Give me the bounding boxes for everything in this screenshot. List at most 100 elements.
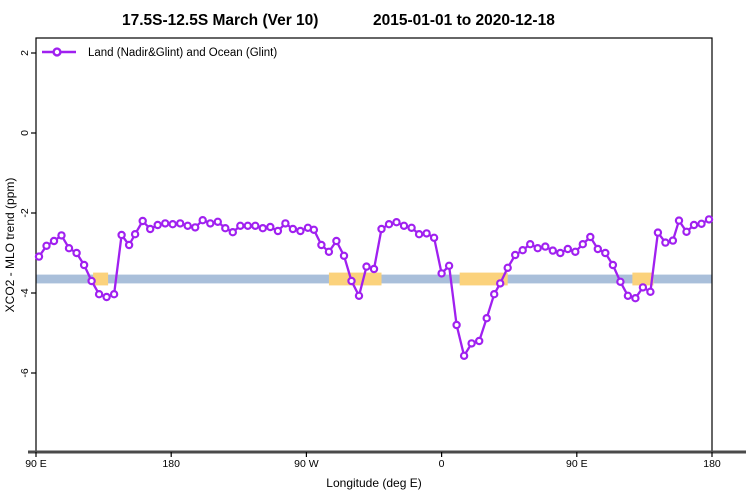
data-point xyxy=(601,248,610,258)
data-point xyxy=(288,224,298,234)
data-point xyxy=(653,228,663,237)
data-point xyxy=(518,245,527,255)
data-point xyxy=(266,222,275,232)
data-point xyxy=(243,221,252,230)
data-point xyxy=(526,239,535,249)
data-point xyxy=(496,279,505,288)
series-line xyxy=(37,218,711,357)
y-tick-label: -6 xyxy=(19,368,31,377)
data-point xyxy=(392,217,401,227)
data-point xyxy=(117,230,126,240)
data-point xyxy=(377,224,386,234)
data-point xyxy=(586,232,595,242)
x-tick-label: 180 xyxy=(703,458,721,470)
data-point xyxy=(130,229,140,239)
x-tick-label: 90 E xyxy=(566,458,588,470)
data-series-land-ocean xyxy=(34,215,714,360)
data-point xyxy=(444,261,454,270)
data-point xyxy=(593,244,603,254)
data-point xyxy=(354,291,364,300)
axis-ticks: 90 E 180 90 W 0 90 E 180 2 0 -2 -4 -6 xyxy=(19,50,721,470)
x-axis-title: Longitude (deg E) xyxy=(326,476,421,490)
data-point xyxy=(631,294,640,303)
data-point xyxy=(511,250,520,260)
data-point xyxy=(697,219,706,228)
data-point xyxy=(616,277,625,286)
land-reference-band-segment xyxy=(459,272,508,286)
data-point xyxy=(281,219,290,228)
data-point xyxy=(258,223,267,233)
data-point xyxy=(221,223,230,233)
data-point xyxy=(72,248,81,258)
data-point xyxy=(407,223,416,232)
data-point xyxy=(571,247,580,256)
y-tick-label: 2 xyxy=(19,50,31,56)
data-point xyxy=(49,236,59,246)
data-point xyxy=(198,215,207,225)
y-tick-label: 0 xyxy=(19,130,31,136)
data-point xyxy=(168,219,177,229)
data-point xyxy=(228,227,237,237)
data-point xyxy=(317,240,326,250)
x-tick-label: 90 E xyxy=(25,458,47,470)
data-point xyxy=(64,243,74,253)
data-point xyxy=(704,215,714,224)
data-point xyxy=(236,221,245,230)
data-point xyxy=(668,236,678,245)
y-axis-title: XCO2 - MLO trend (ppm) xyxy=(3,178,17,313)
data-point xyxy=(347,276,356,286)
data-point xyxy=(437,269,446,278)
data-point xyxy=(459,351,469,360)
data-point xyxy=(251,221,260,230)
data-point xyxy=(452,320,461,330)
data-point xyxy=(608,260,618,270)
data-point xyxy=(414,229,424,239)
legend: Land (Nadir&Glint) and Ocean (Glint) xyxy=(42,47,277,59)
y-tick-label: -2 xyxy=(19,208,31,217)
data-point xyxy=(153,220,162,230)
data-point xyxy=(563,244,573,254)
data-point xyxy=(682,227,691,236)
data-point xyxy=(429,233,439,242)
land-reference-band-segment xyxy=(93,272,109,286)
data-point xyxy=(490,290,499,299)
data-point xyxy=(57,231,66,240)
legend-marker-icon xyxy=(52,47,62,57)
data-point xyxy=(384,219,394,229)
data-point xyxy=(646,287,655,296)
data-point xyxy=(482,314,491,323)
data-point xyxy=(674,216,684,225)
legend-label: Land (Nadir&Glint) and Ocean (Glint) xyxy=(88,47,277,59)
data-point xyxy=(422,229,431,238)
data-point xyxy=(42,241,51,250)
land-reference-band-segment xyxy=(632,272,654,286)
data-point xyxy=(138,216,147,226)
data-point xyxy=(689,220,699,230)
data-point xyxy=(556,248,565,258)
data-point xyxy=(548,246,558,255)
data-point xyxy=(399,221,409,230)
data-point xyxy=(578,239,588,249)
data-point xyxy=(309,225,319,234)
data-point xyxy=(213,217,222,226)
data-point xyxy=(79,260,89,270)
data-point xyxy=(296,226,305,236)
data-point xyxy=(145,224,155,234)
data-point xyxy=(109,290,119,299)
data-point xyxy=(638,283,648,292)
data-point xyxy=(467,339,476,348)
y-tick-label: -4 xyxy=(19,288,31,297)
data-point xyxy=(362,262,371,271)
data-point xyxy=(661,238,670,247)
chart-title-left: 17.5S-12.5S March (Ver 10) xyxy=(122,12,318,29)
data-point xyxy=(102,292,111,302)
reference-bands xyxy=(36,272,712,286)
data-point xyxy=(183,221,192,230)
data-point xyxy=(87,276,96,286)
data-point xyxy=(533,243,542,253)
data-point xyxy=(160,219,170,228)
chart-title-right: 2015-01-01 to 2020-12-18 xyxy=(373,12,555,29)
plot-frame xyxy=(35,37,713,453)
